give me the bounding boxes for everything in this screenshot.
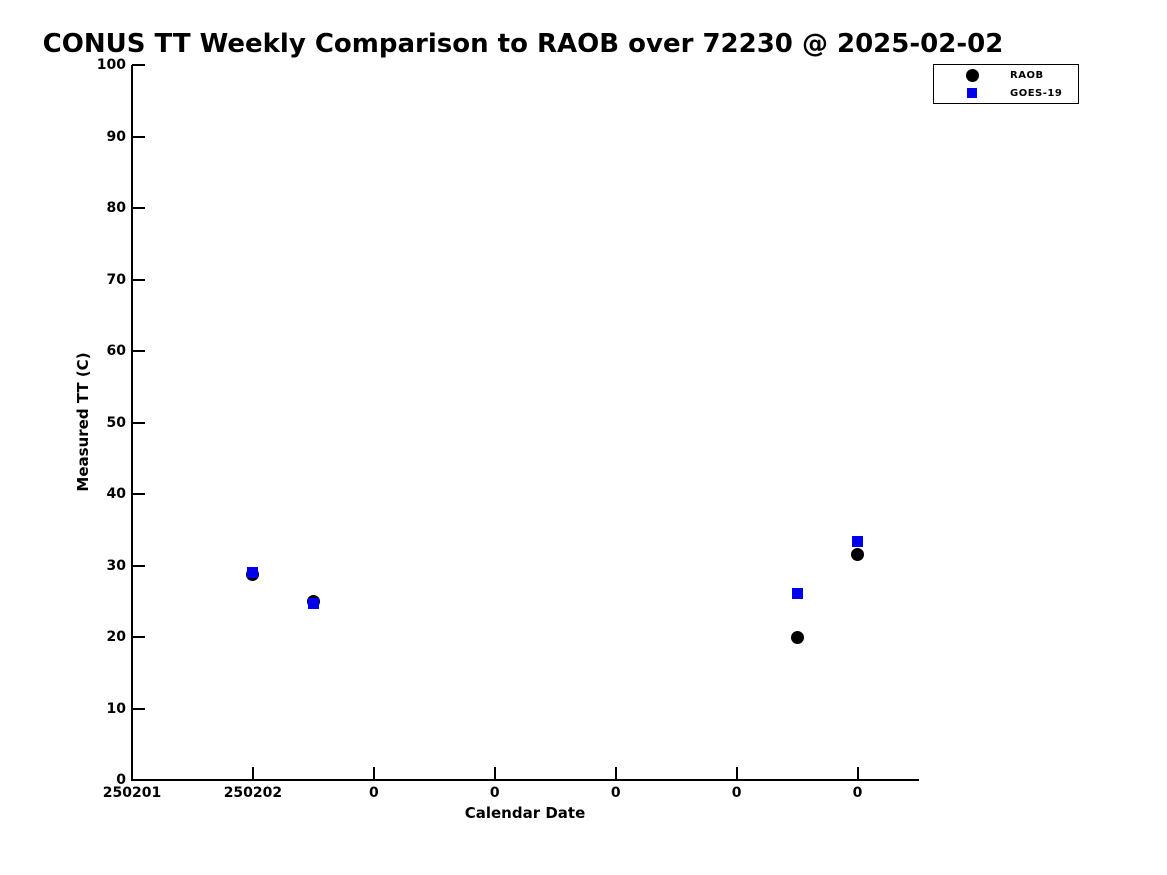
y-tick-label: 40 (106, 486, 126, 502)
goes-19-marker-icon (967, 88, 977, 98)
x-tick-label: 0 (610, 785, 621, 801)
x-tick-label: 0 (852, 785, 863, 801)
legend: RAOB GOES-19 (933, 64, 1079, 104)
x-tick-label: 250201 (102, 785, 162, 801)
y-tick-label: 10 (106, 700, 126, 717)
goes-19-point (791, 587, 803, 599)
legend-entry-raob: RAOB (934, 68, 1078, 82)
y-tick-label: 90 (106, 128, 126, 145)
y-tick-label: 100 (96, 57, 126, 73)
y-tick-mark (132, 779, 145, 781)
y-tick-mark (132, 421, 145, 424)
x-tick-label: 0 (368, 785, 379, 801)
raob-marker-icon (965, 68, 979, 82)
x-tick-label: 0 (731, 785, 742, 801)
y-tick-mark (132, 564, 145, 567)
y-tick-label: 30 (106, 557, 126, 574)
y-tick-label: 70 (106, 271, 126, 288)
y-tick-mark (132, 350, 145, 352)
x-tick-mark (493, 767, 496, 780)
y-tick-mark (132, 135, 145, 138)
x-tick-label: 250202 (223, 785, 283, 801)
y-tick-mark (132, 64, 145, 66)
legend-marker-cell (934, 88, 1010, 98)
legend-label: RAOB (1010, 69, 1044, 81)
goes-19-point (247, 567, 259, 579)
x-tick-mark (856, 767, 859, 780)
goes-19-point (852, 536, 864, 548)
y-tick-mark (132, 493, 145, 495)
y-tick-mark (132, 636, 145, 638)
x-tick-mark (614, 767, 617, 780)
x-tick-mark (251, 767, 254, 780)
y-tick-label: 50 (106, 414, 126, 431)
x-axis-label: Calendar Date (464, 804, 586, 822)
x-tick-mark (735, 767, 738, 780)
y-tick-mark (132, 707, 145, 710)
raob-point (790, 630, 804, 644)
x-tick-mark (131, 767, 133, 780)
y-tick-label: 0 (116, 772, 126, 788)
legend-entry-goes-19: GOES-19 (934, 86, 1078, 100)
raob-point (851, 547, 865, 561)
x-tick-label: 0 (489, 785, 500, 801)
y-tick-label: 60 (106, 343, 126, 359)
y-tick-label: 80 (106, 200, 126, 216)
y-tick-mark (132, 278, 145, 281)
chart-title: CONUS TT Weekly Comparison to RAOB over … (42, 29, 1004, 59)
legend-label: GOES-19 (1010, 87, 1063, 99)
y-tick-label: 20 (106, 629, 126, 645)
goes-19-point (307, 597, 319, 609)
x-tick-mark (372, 767, 375, 780)
x-axis-spine (131, 779, 919, 781)
y-tick-mark (132, 207, 145, 209)
legend-marker-cell (934, 68, 1010, 82)
